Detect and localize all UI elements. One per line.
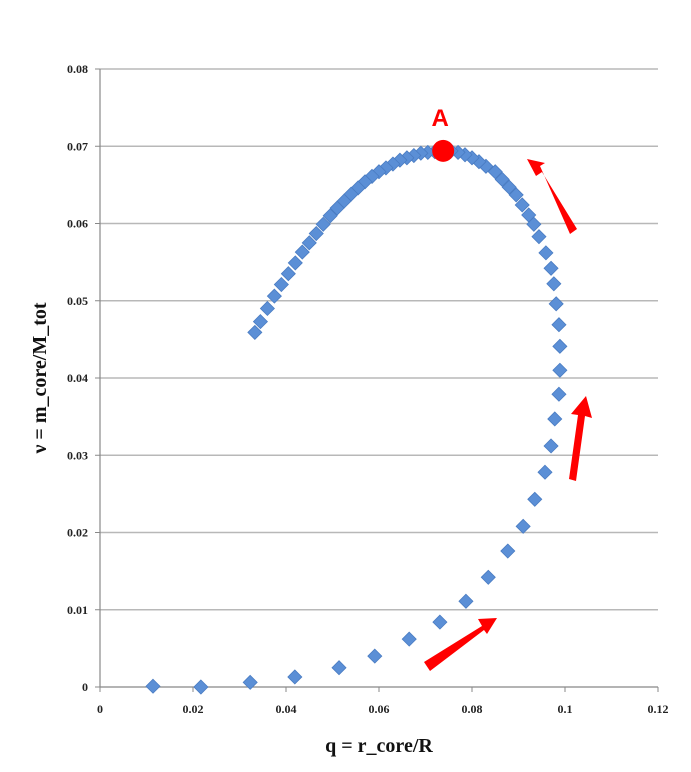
data-point <box>515 518 531 534</box>
data-point <box>552 362 568 378</box>
x-tick-label: 0 <box>97 702 103 716</box>
y-axis-title: ν = m_core/M_tot <box>29 302 51 454</box>
x-tick-label: 0.12 <box>648 702 669 716</box>
data-point <box>527 491 543 507</box>
data-point <box>193 679 209 695</box>
annotation-label: A <box>431 105 448 132</box>
x-tick-label: 0.02 <box>183 702 204 716</box>
data-point <box>501 179 517 195</box>
data-point <box>538 245 554 261</box>
gridlines <box>95 68 659 692</box>
x-tick-label: 0.1 <box>558 702 573 716</box>
annotation-marker <box>432 139 455 162</box>
data-point <box>322 208 338 224</box>
data-point <box>308 225 324 242</box>
arrow-icon <box>424 618 497 671</box>
data-point <box>242 674 258 690</box>
data-point <box>331 660 347 676</box>
annotations: A <box>431 105 455 162</box>
data-point <box>500 543 516 559</box>
arrow-icon <box>527 159 577 234</box>
data-point <box>547 411 563 427</box>
data-point <box>480 569 496 585</box>
data-point <box>551 386 567 402</box>
data-point <box>401 631 417 647</box>
y-tick-label: 0.01 <box>67 603 88 617</box>
data-point <box>367 648 383 664</box>
data-point <box>315 216 331 232</box>
data-point <box>537 464 553 480</box>
y-tick-label: 0.03 <box>67 448 88 462</box>
data-point <box>259 300 275 317</box>
data-point <box>287 255 303 271</box>
data-point <box>432 614 448 630</box>
x-tick-label: 0.04 <box>276 702 297 716</box>
data-point <box>287 669 303 685</box>
data-points <box>145 143 568 695</box>
data-point <box>494 171 510 188</box>
data-point <box>280 266 296 282</box>
y-tick-label: 0.02 <box>67 526 88 540</box>
data-point <box>551 317 567 333</box>
data-point <box>552 338 568 354</box>
data-point <box>487 164 503 180</box>
data-point <box>531 229 547 245</box>
x-tick-label: 0.08 <box>462 702 483 716</box>
y-tick-label: 0.07 <box>67 139 88 153</box>
arrow-icon <box>569 396 592 481</box>
y-tick-label: 0.04 <box>67 371 88 385</box>
y-tick-label: 0.05 <box>67 294 88 308</box>
x-tick-label: 0.06 <box>369 702 390 716</box>
x-tick-labels: 0 0.02 0.04 0.06 0.08 0.1 0.12 <box>97 702 669 716</box>
data-point <box>508 187 524 203</box>
data-point <box>247 324 263 340</box>
data-point <box>329 200 345 216</box>
y-tick-label: 0.06 <box>67 217 88 231</box>
y-tick-label: 0 <box>82 680 88 694</box>
y-tick-label: 0.08 <box>67 62 88 76</box>
data-point <box>514 197 530 213</box>
data-point <box>548 296 564 312</box>
data-point <box>266 288 282 304</box>
direction-arrows <box>424 159 592 671</box>
y-tick-labels: 0 0.01 0.02 0.03 0.04 0.05 0.06 0.07 0.08 <box>67 62 88 694</box>
data-point <box>273 276 289 293</box>
data-point <box>546 276 562 292</box>
data-point <box>521 207 537 223</box>
data-point <box>458 593 474 609</box>
data-point <box>543 260 559 276</box>
data-point <box>301 235 317 251</box>
data-point <box>252 314 268 330</box>
data-point <box>145 678 161 694</box>
x-axis-title: q = r_core/R <box>325 735 433 757</box>
data-point <box>294 244 310 260</box>
data-point <box>543 438 559 454</box>
